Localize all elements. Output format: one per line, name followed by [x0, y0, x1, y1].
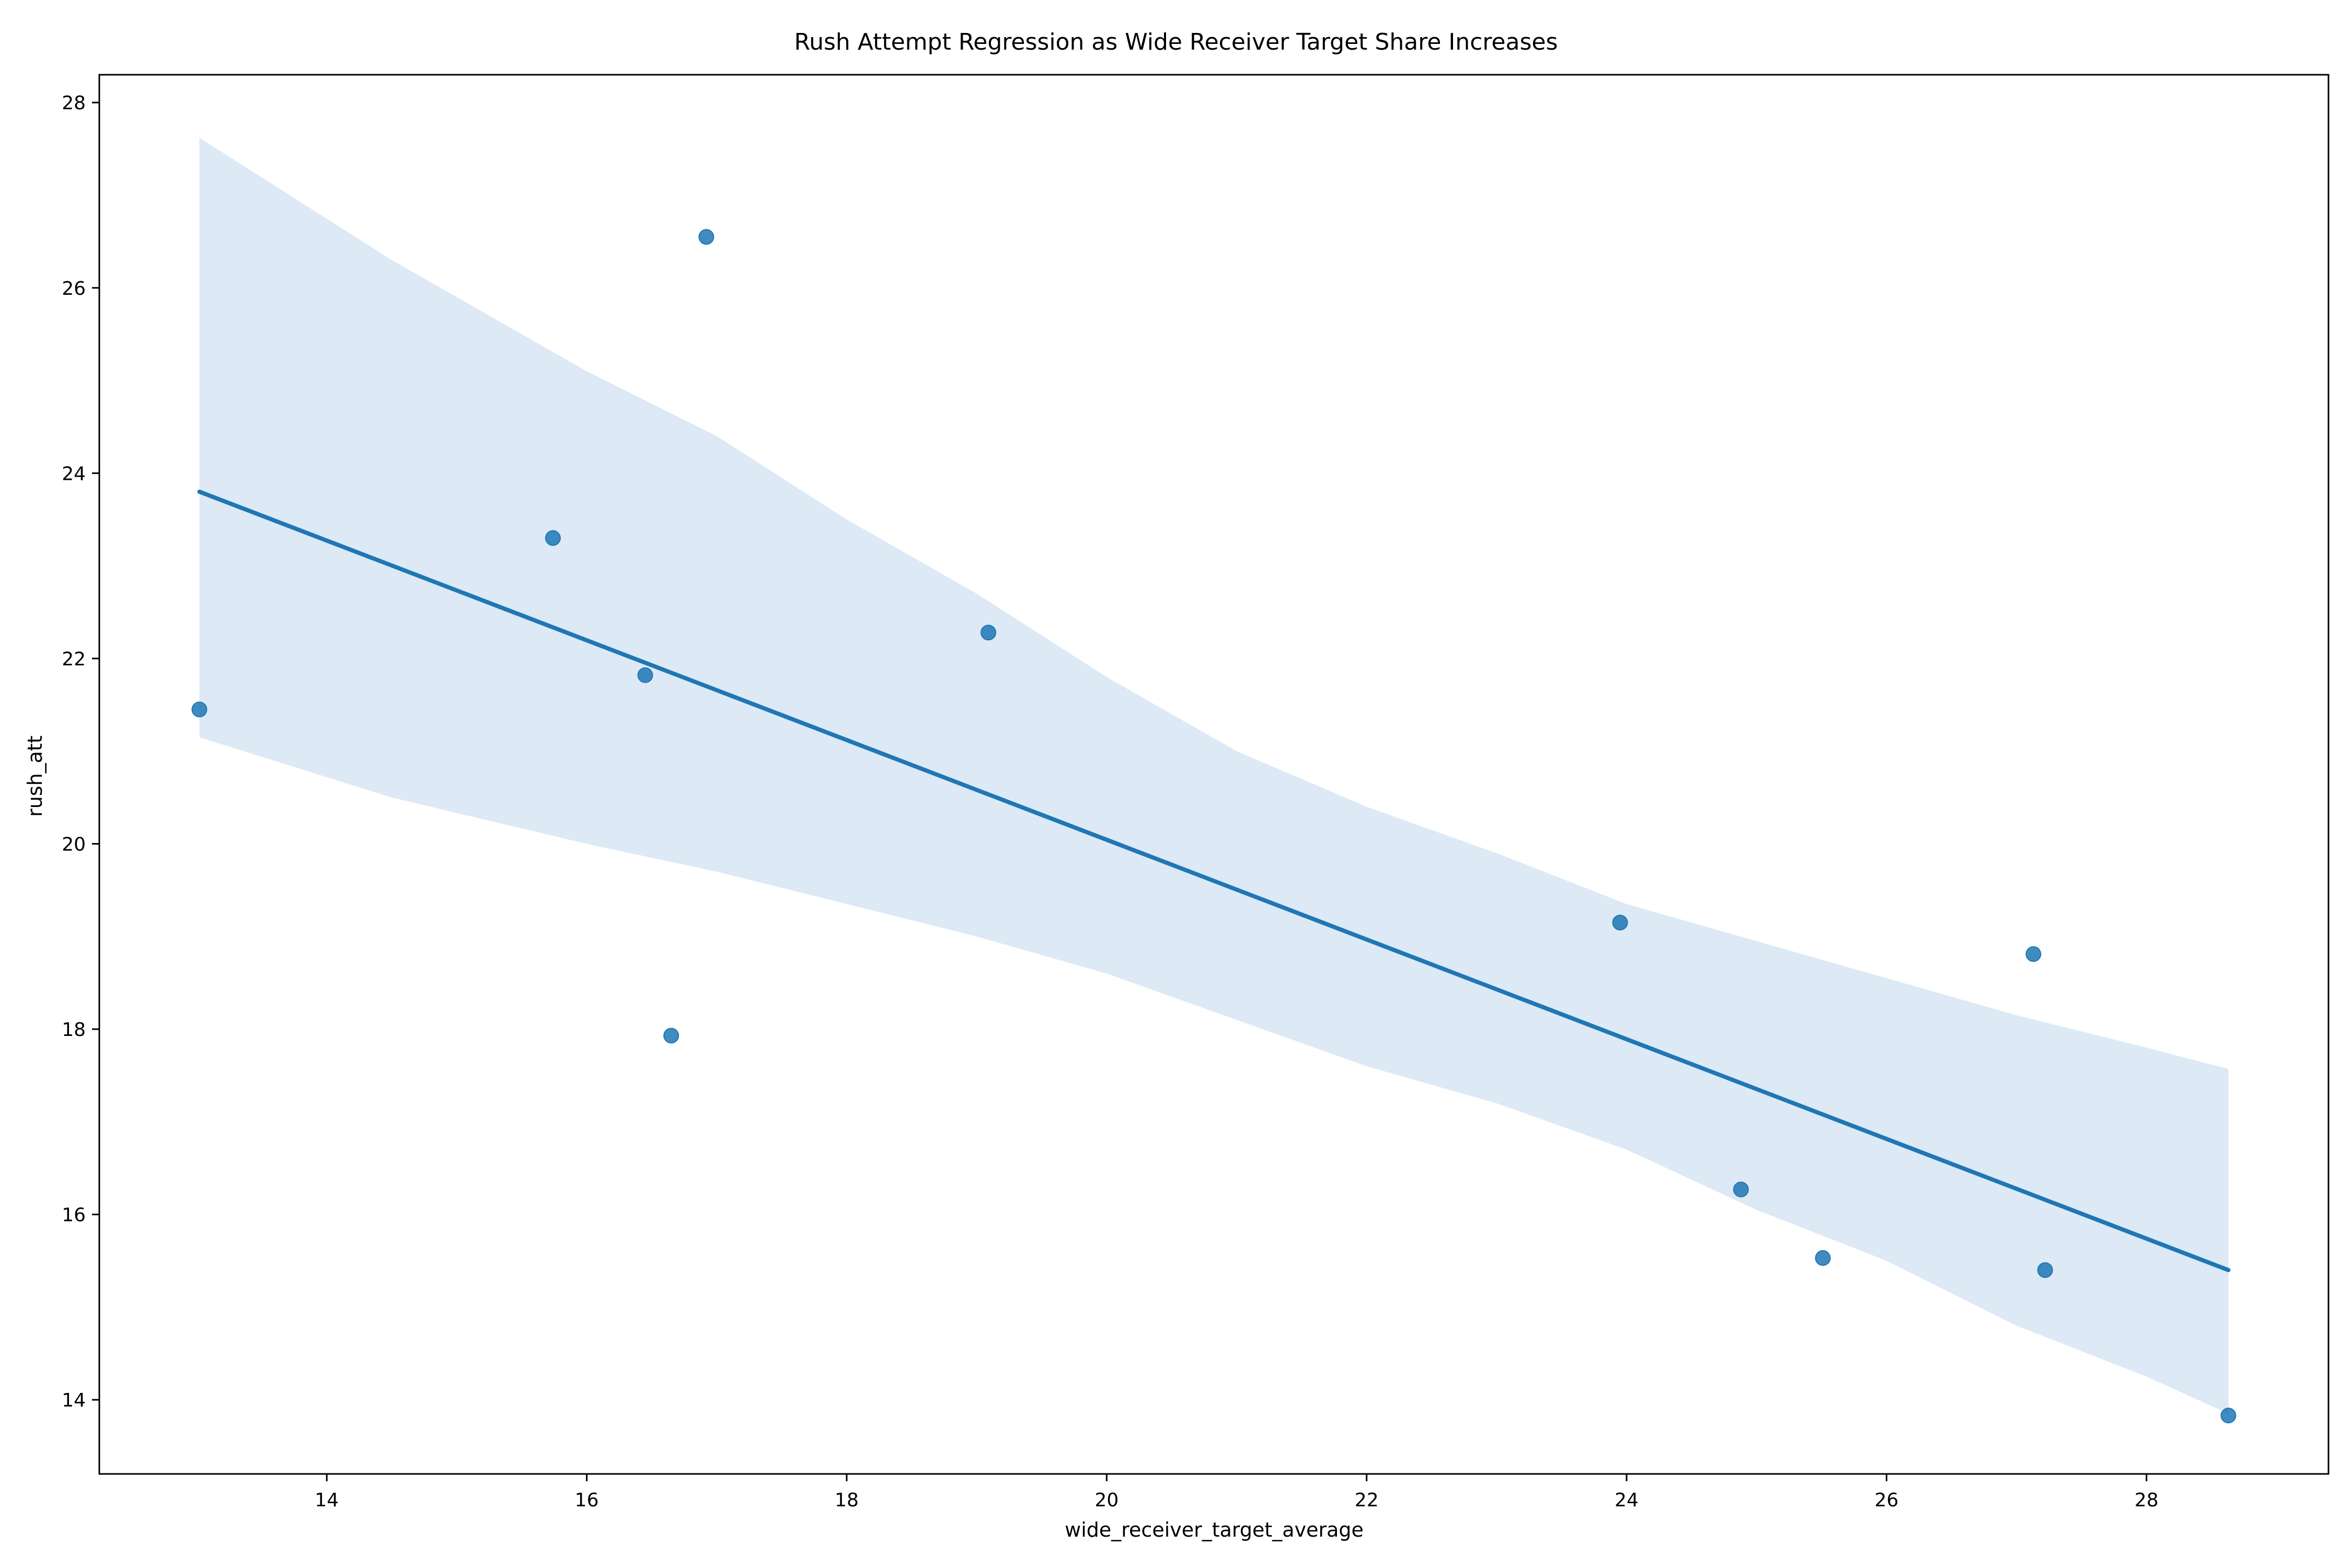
scatter-point [637, 667, 653, 683]
scatter-point [663, 1028, 679, 1044]
regression-line [197, 489, 2231, 1272]
x-tick-label: 14 [315, 1490, 339, 1511]
confidence-band-layer [199, 137, 2229, 1414]
x-tick-label: 22 [1355, 1490, 1379, 1511]
x-tick-label: 24 [1615, 1490, 1639, 1511]
scatter-point [545, 530, 561, 546]
x-tick-label: 16 [575, 1490, 599, 1511]
scatter-point [698, 229, 714, 245]
y-tick-label: 28 [62, 93, 86, 114]
scatter-point [2025, 946, 2042, 962]
plot-area-frame [98, 74, 2330, 1475]
confidence-band [199, 137, 2229, 1414]
x-tick-label: 20 [1094, 1490, 1119, 1511]
scatter-point [1733, 1181, 1749, 1197]
y-axis-label: rush_att [24, 735, 47, 817]
scatter-point [981, 625, 997, 641]
x-tick-label: 18 [835, 1490, 859, 1511]
x-tick-label: 26 [1875, 1490, 1899, 1511]
scatter-point [1612, 915, 1628, 931]
y-tick-label: 14 [62, 1390, 86, 1411]
y-tick-label: 22 [62, 649, 86, 670]
y-tick-label: 16 [62, 1205, 86, 1226]
chart-title: Rush Attempt Regression as Wide Receiver… [794, 29, 1558, 55]
scatter-point [2037, 1262, 2053, 1278]
scatter-point [1815, 1250, 1831, 1266]
y-tick-label: 18 [62, 1019, 86, 1041]
regression-line-layer [197, 489, 2231, 1272]
y-tick-label: 20 [62, 834, 86, 855]
scatter-point [191, 701, 207, 718]
scatter-point [2220, 1408, 2236, 1424]
x-tick-label: 28 [2135, 1490, 2159, 1511]
x-axis-label: wide_receiver_target_average [1065, 1518, 1364, 1541]
y-tick-label: 24 [62, 463, 86, 485]
scatter-points-layer [191, 229, 2236, 1424]
y-tick-label: 26 [62, 278, 86, 299]
y-axis-ticks: 14 16 18 20 22 24 26 28 [62, 93, 99, 1411]
x-axis-ticks: 14 16 18 20 22 24 26 28 [315, 1474, 2159, 1511]
